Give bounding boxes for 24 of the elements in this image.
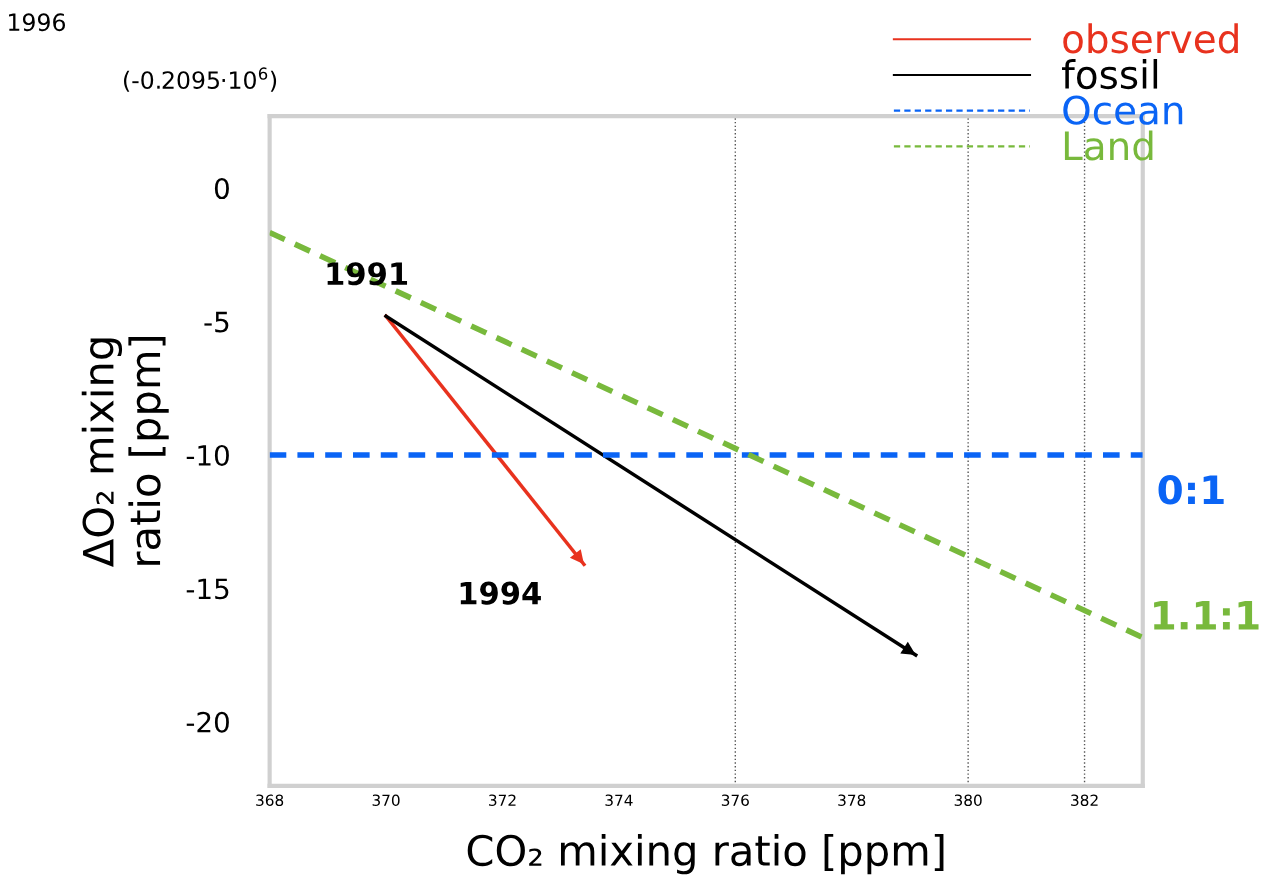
annotation: 0:1 <box>1158 475 1224 505</box>
text: 1996 <box>9 13 66 32</box>
y-tick-label: 0 <box>214 178 229 200</box>
x-tick-label: 382 <box>1071 794 1098 806</box>
annotation: 1994 <box>460 581 541 605</box>
y-axis-title: ΔO₂ mixing ratio [ppm] <box>81 336 169 567</box>
x-tick-label: 372 <box>489 794 516 806</box>
x-tick-label: 378 <box>838 794 866 806</box>
legend-label: fossil <box>1062 59 1158 90</box>
x-tick-label: 368 <box>256 794 284 806</box>
y-tick-label: -15 <box>186 578 229 600</box>
x-tick-label: 380 <box>954 794 982 806</box>
annotation: 1.1:1 <box>1154 601 1259 630</box>
x-tick-label: 374 <box>605 794 633 806</box>
legend-label: Land <box>1064 130 1153 161</box>
legend-label: observed <box>1063 23 1238 54</box>
legend-label: Ocean <box>1063 95 1183 125</box>
x-tick-label: 370 <box>372 794 400 806</box>
y-tick-label: -20 <box>186 711 229 733</box>
x-tick-label: 376 <box>721 794 749 806</box>
y-tick-label: -5 <box>204 311 229 333</box>
text: (-0.2095·10$^{6}$) <box>124 67 277 92</box>
x-axis-title: CO₂ mixing ratio [ppm] <box>467 833 944 875</box>
y-tick-label: -10 <box>186 444 229 466</box>
